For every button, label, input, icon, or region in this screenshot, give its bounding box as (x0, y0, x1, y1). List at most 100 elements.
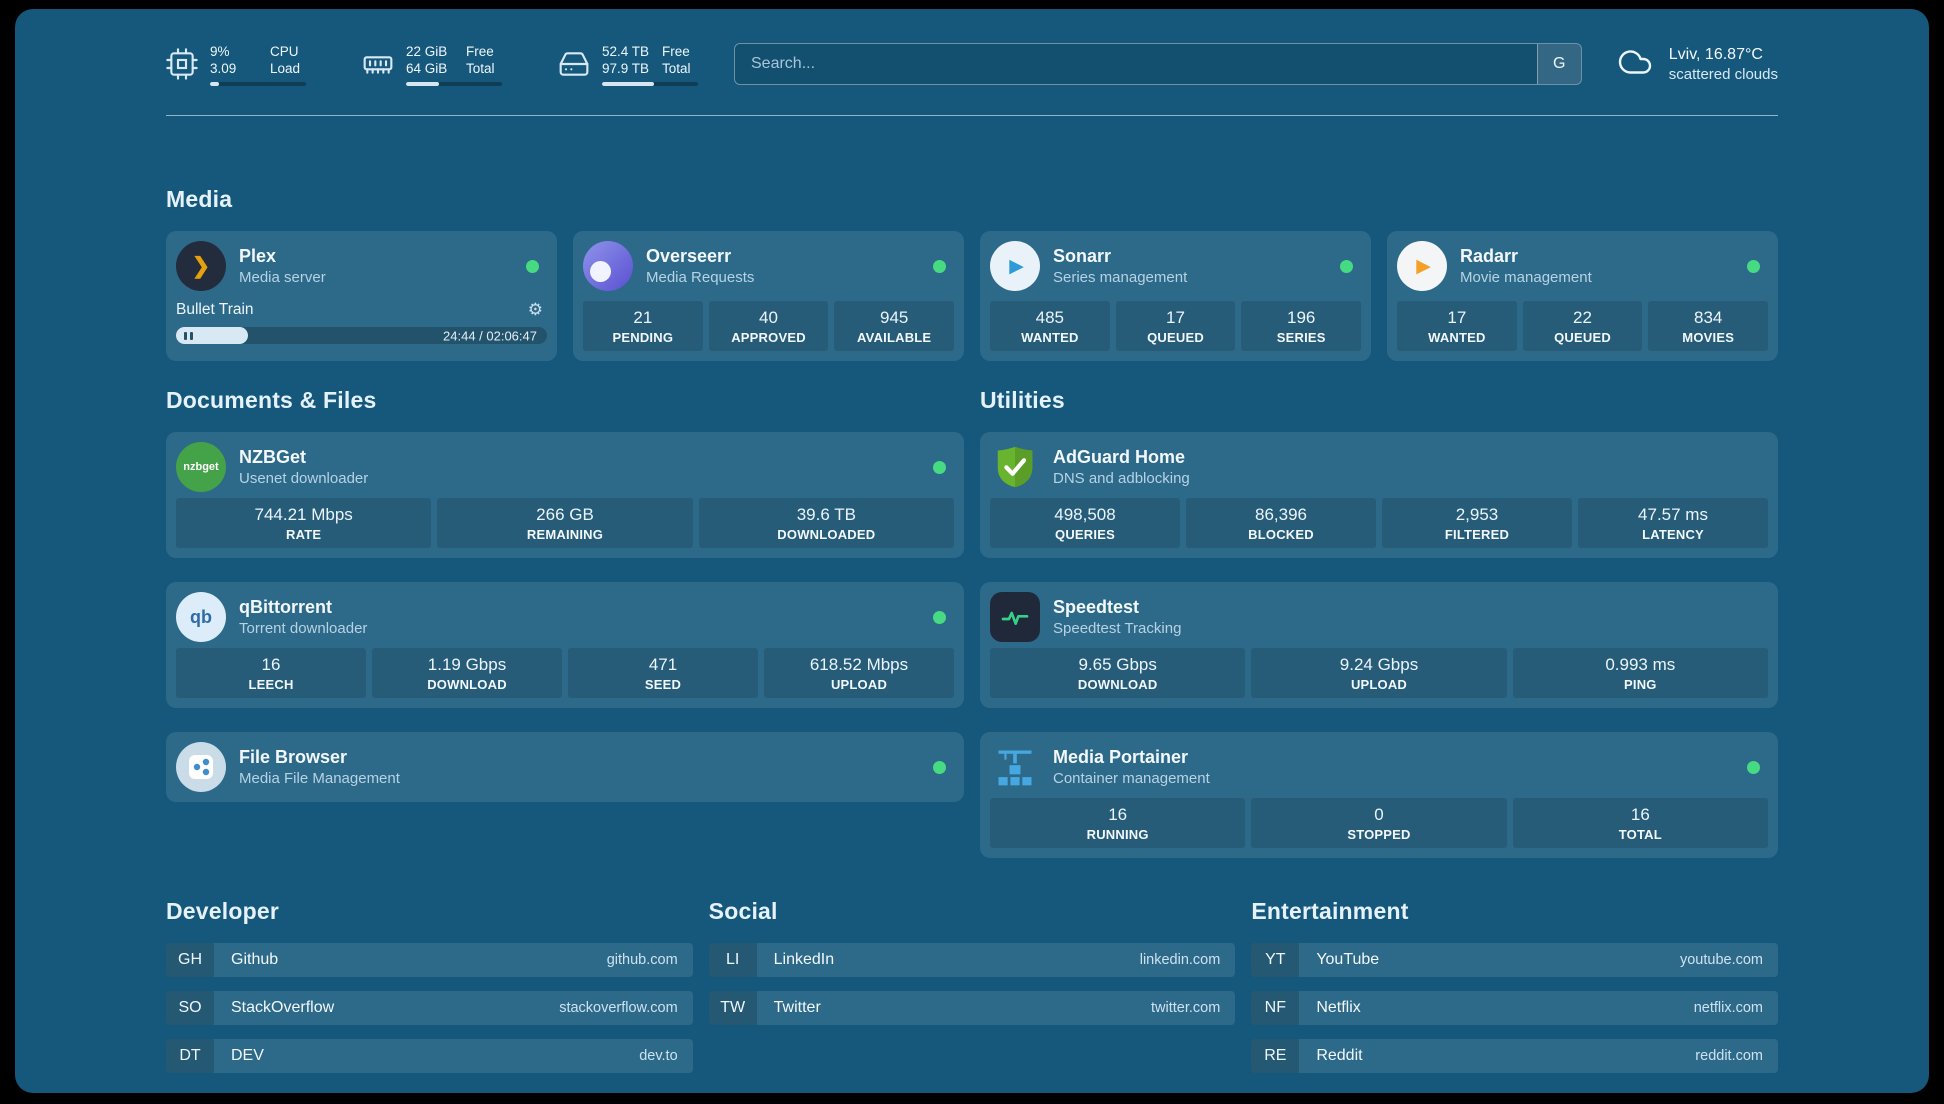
stat-latency: 47.57 ms LATENCY (1578, 498, 1768, 548)
bookmark-group-social: Social LI LinkedIn linkedin.com TW Twitt… (708, 898, 1236, 1087)
disk-total-label: Total (662, 60, 691, 76)
stat-row: 498,508 QUERIES 86,396 BLOCKED 2,953 FIL… (990, 498, 1768, 548)
bookmark-twitter[interactable]: TW Twitter twitter.com (708, 991, 1236, 1025)
stat-seed: 471 SEED (568, 648, 758, 698)
cpu-label: CPU (270, 43, 299, 59)
weather-location: Lviv, 16.87°C (1668, 45, 1763, 63)
service-name: Sonarr (1053, 246, 1112, 266)
portainer-icon (990, 742, 1040, 792)
bookmark-domain: linkedin.com (1139, 952, 1221, 968)
bookmark-abbr: RE (1251, 1039, 1300, 1073)
cloud-icon (1614, 44, 1656, 85)
nzbget-icon: nzbget (176, 442, 226, 492)
service-card-adguard[interactable]: AdGuard Home DNS and adblocking 498,508 … (980, 432, 1778, 558)
cpu-progress-bar (210, 81, 306, 86)
bookmark-group-entertainment: Entertainment YT YouTube youtube.com NF … (1251, 898, 1778, 1087)
bookmark-stackoverflow[interactable]: SO StackOverflow stackoverflow.com (166, 991, 693, 1025)
service-card-overseerr[interactable]: Overseerr Media Requests 21 PENDING 40 A… (573, 231, 964, 361)
status-dot (1747, 760, 1760, 774)
filebrowser-icon (176, 742, 226, 792)
section-utilities: Utilities AdGuard Home (980, 387, 1778, 858)
bookmark-youtube[interactable]: YT YouTube youtube.com (1251, 943, 1778, 977)
bookmark-reddit[interactable]: RE Reddit reddit.com (1251, 1039, 1778, 1073)
service-subtitle: DNS and adblocking (1053, 470, 1190, 487)
stat-upload: 618.52 Mbps UPLOAD (764, 648, 954, 698)
bookmark-name: YouTube (1316, 951, 1380, 968)
memory-total-value: 64 GiB (406, 60, 448, 76)
memory-icon (362, 48, 394, 80)
now-playing-title: Bullet Train (176, 301, 254, 318)
service-name: AdGuard Home (1053, 447, 1186, 467)
service-card-sonarr[interactable]: ▶ Sonarr Series management 485 WANTED 17… (980, 231, 1371, 361)
stat-row: 21 PENDING 40 APPROVED 945 AVAILABLE (583, 301, 955, 351)
section-documents: Documents & Files nzbget NZBGet Usenet d… (166, 387, 964, 858)
service-card-speedtest[interactable]: Speedtest Speedtest Tracking 9.65 Gbps D… (980, 582, 1778, 708)
stat-remaining: 266 GB REMAINING (437, 498, 693, 548)
disk-total-value: 97.9 TB (602, 60, 650, 76)
cpu-load-value: 3.09 (210, 60, 237, 76)
cpu-usage-value: 9% (210, 43, 230, 59)
service-subtitle: Torrent downloader (239, 620, 368, 637)
status-dot (526, 259, 539, 273)
stat-download: 9.65 Gbps DOWNLOAD (990, 648, 1246, 698)
stat-approved: 40 APPROVED (708, 301, 829, 351)
search-input[interactable] (735, 44, 1537, 84)
disk-free-label: Free (662, 43, 690, 59)
stat-row: 17 WANTED 22 QUEUED 834 MOVIES (1397, 301, 1769, 351)
service-card-nzbget[interactable]: nzbget NZBGet Usenet downloader 744.21 M… (166, 432, 964, 558)
service-name: File Browser (239, 747, 348, 767)
service-card-radarr[interactable]: ▶ Radarr Movie management 17 WANTED 22 Q… (1387, 231, 1778, 361)
stat-leech: 16 LEECH (176, 648, 366, 698)
stat-stopped: 0 STOPPED (1251, 798, 1507, 848)
service-subtitle: Container management (1053, 770, 1210, 787)
bookmark-dev[interactable]: DT DEV dev.to (166, 1039, 693, 1073)
service-card-portainer[interactable]: Media Portainer Container management 16 … (980, 732, 1778, 858)
stat-available: 945 AVAILABLE (834, 301, 955, 351)
memory-progress-bar (406, 81, 502, 86)
search-provider-button[interactable]: G (1536, 44, 1581, 84)
bookmark-name: DEV (231, 1047, 264, 1064)
service-name: Media Portainer (1053, 747, 1189, 767)
bookmark-domain: stackoverflow.com (559, 1000, 678, 1016)
bookmark-abbr: GH (166, 943, 214, 977)
adguard-icon (990, 442, 1040, 492)
service-subtitle: Series management (1053, 269, 1188, 286)
stat-row: 744.21 Mbps RATE 266 GB REMAINING 39.6 T… (176, 498, 954, 548)
bookmark-linkedin[interactable]: LI LinkedIn linkedin.com (708, 943, 1236, 977)
speedtest-icon (990, 592, 1040, 642)
stat-row: 485 WANTED 17 QUEUED 196 SERIES (990, 301, 1362, 351)
stat-queued: 17 QUEUED (1115, 301, 1236, 351)
stat-row: 16 RUNNING 0 STOPPED 16 TOTAL (990, 798, 1768, 848)
stat-series: 196 SERIES (1241, 301, 1362, 351)
disk-progress-bar (602, 81, 698, 86)
bookmark-github[interactable]: GH Github github.com (166, 943, 693, 977)
sonarr-icon: ▶ (990, 241, 1040, 291)
bookmark-netflix[interactable]: NF Netflix netflix.com (1251, 991, 1778, 1025)
playback-progress-bar[interactable]: 24:44 / 02:06:47 (176, 327, 547, 344)
bookmark-abbr: TW (708, 991, 757, 1025)
stat-total: 16 TOTAL (1512, 798, 1768, 848)
radarr-icon: ▶ (1397, 241, 1447, 291)
bookmark-abbr: YT (1251, 943, 1300, 977)
media-section-title: Media (166, 186, 233, 212)
section-media: Media ❯ Plex Media server Bullet Train ⚙ (166, 186, 1778, 361)
service-card-qbittorrent[interactable]: qb qBittorrent Torrent downloader 16 LEE… (166, 582, 964, 708)
bookmark-domain: twitter.com (1151, 1000, 1221, 1016)
bookmark-domain: reddit.com (1695, 1048, 1763, 1064)
stat-rate: 744.21 Mbps RATE (176, 498, 432, 548)
stat-queued: 22 QUEUED (1522, 301, 1643, 351)
pause-icon[interactable] (184, 331, 187, 340)
playback-time: 24:44 / 02:06:47 (443, 328, 537, 343)
service-subtitle: Speedtest Tracking (1053, 620, 1182, 637)
bookmark-name: StackOverflow (231, 999, 335, 1016)
status-dot (933, 460, 946, 474)
gear-icon[interactable]: ⚙ (527, 300, 543, 319)
qbittorrent-icon: qb (176, 592, 226, 642)
status-dot (933, 259, 946, 273)
service-card-plex[interactable]: ❯ Plex Media server Bullet Train ⚙ (166, 231, 557, 361)
bookmark-abbr: SO (166, 991, 214, 1025)
bookmark-domain: github.com (606, 952, 678, 968)
bookmark-abbr: LI (708, 943, 757, 977)
service-card-filebrowser[interactable]: File Browser Media File Management (166, 732, 964, 802)
stat-wanted: 485 WANTED (990, 301, 1110, 351)
